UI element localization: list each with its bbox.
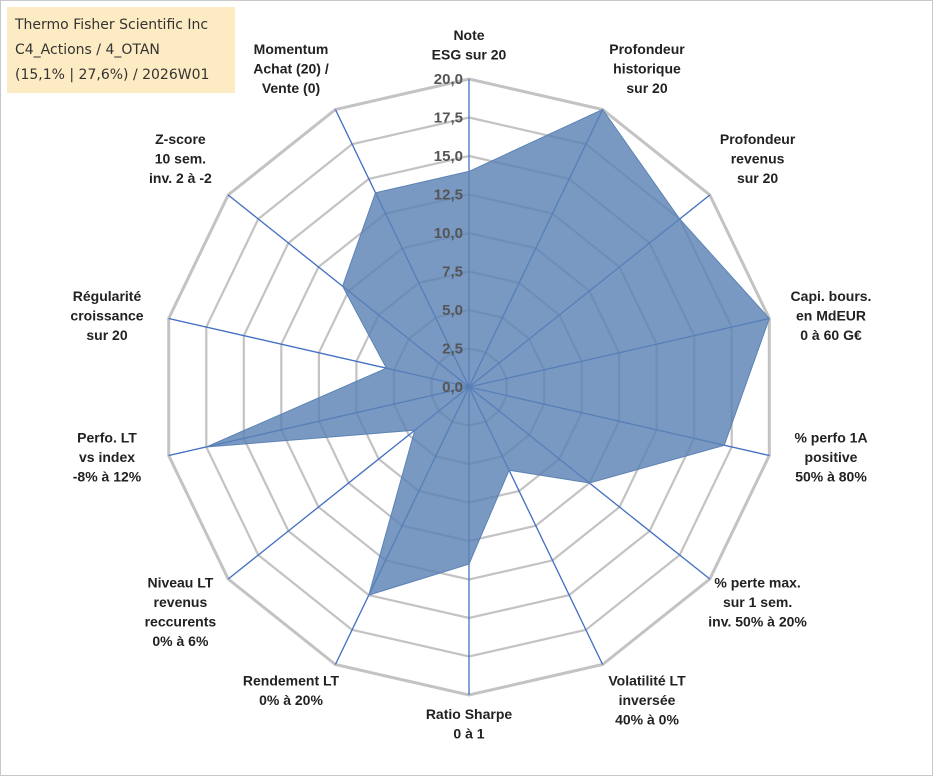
- axis-label-line: inv. 2 à -2: [149, 170, 212, 186]
- axis-label-line: Momentum: [254, 41, 329, 57]
- axis-label-3: Profondeur revenus sur 20: [720, 131, 796, 186]
- axis-label-8: Ratio Sharpe 0 à 1: [426, 706, 513, 742]
- axis-label-line: Ratio Sharpe: [426, 706, 513, 722]
- axis-label-line: vs index: [79, 449, 135, 465]
- tick-label: 0,0: [442, 379, 463, 396]
- axis-label-line: Niveau LT: [147, 574, 213, 590]
- title-company: Thermo Fisher Scientific Inc: [15, 17, 209, 33]
- axis-label-10: Niveau LT revenus reccurents 0% à 6%: [145, 574, 217, 649]
- title-stats: (15,1% | 27,6%) / 2026W01: [15, 67, 210, 83]
- tick-label: 7,5: [442, 264, 463, 281]
- axis-label-2: Profondeur historique sur 20: [609, 41, 685, 96]
- axis-label-line: Z-score: [155, 131, 206, 147]
- axis-label-line: 40% à 0%: [615, 712, 679, 728]
- tick-label: 2,5: [442, 341, 463, 358]
- radial-tick-labels: 0,0 2,5 5,0 7,5 10,0 12,5 15,0 17,5 20,0: [434, 71, 463, 396]
- axis-label-line: 10 sem.: [155, 151, 206, 167]
- axis-label-line: reccurents: [145, 613, 217, 629]
- axis-label-9: Rendement LT 0% à 20%: [243, 673, 340, 709]
- axis-label-5: % perfo 1A positive 50% à 80%: [794, 430, 867, 485]
- axis-label-line: croissance: [70, 308, 143, 324]
- axis-label-line: % perfo 1A: [794, 430, 867, 446]
- axis-label-line: en MdEUR: [796, 308, 866, 324]
- axis-label-line: Perfo. LT: [77, 430, 137, 446]
- axis-label-14: Momentum Achat (20) / Vente (0): [253, 41, 329, 96]
- axis-label-line: 0 à 60 G€: [800, 327, 862, 343]
- tick-label: 20,0: [434, 71, 463, 88]
- axis-label-1: Note ESG sur 20: [432, 27, 507, 63]
- axis-label-line: -8% à 12%: [73, 469, 142, 485]
- axis-label-line: 0% à 6%: [152, 633, 209, 649]
- axis-label-line: Régularité: [73, 288, 142, 304]
- title-category: C4_Actions / 4_OTAN: [15, 42, 160, 58]
- tick-label: 10,0: [434, 225, 463, 242]
- axis-label-line: 0 à 1: [453, 726, 484, 742]
- axis-label-line: Note: [453, 27, 484, 43]
- axis-label-line: % perte max.: [714, 574, 800, 590]
- axis-label-line: Rendement LT: [243, 673, 340, 689]
- axis-label-line: 50% à 80%: [795, 469, 867, 485]
- axis-label-line: ESG sur 20: [432, 47, 507, 63]
- axis-label-line: Profondeur: [720, 131, 796, 147]
- axis-label-13: Z-score 10 sem. inv. 2 à -2: [149, 131, 212, 186]
- axis-label-12: Régularité croissance sur 20: [70, 288, 143, 343]
- tick-label: 15,0: [434, 148, 463, 165]
- axis-label-11: Perfo. LT vs index -8% à 12%: [73, 430, 142, 485]
- axis-label-line: Capi. bours.: [791, 288, 872, 304]
- axis-label-line: historique: [613, 61, 681, 77]
- tick-label: 12,5: [434, 187, 463, 204]
- axis-label-4: Capi. bours. en MdEUR 0 à 60 G€: [791, 288, 872, 343]
- axis-label-line: sur 20: [737, 170, 778, 186]
- axis-label-line: inversée: [619, 692, 676, 708]
- axis-label-7: Volatilité LT inversée 40% à 0%: [608, 673, 686, 728]
- axis-labels: Note ESG sur 20 Profondeur historique sur 20…: [70, 27, 871, 742]
- axis-label-line: inv. 50% à 20%: [708, 613, 807, 629]
- tick-label: 5,0: [442, 302, 463, 319]
- axis-label-6: % perte max. sur 1 sem. inv. 50% à 20%: [708, 574, 807, 629]
- tick-label: 17,5: [434, 110, 463, 127]
- axis-label-line: Volatilité LT: [608, 673, 686, 689]
- title-box: Thermo Fisher Scientific Inc C4_Actions …: [7, 7, 235, 93]
- axis-label-line: Vente (0): [262, 80, 320, 96]
- axis-label-line: 0% à 20%: [259, 692, 323, 708]
- data-series-area: [206, 108, 770, 596]
- axis-label-line: revenus: [154, 594, 208, 610]
- axis-label-line: sur 1 sem.: [723, 594, 792, 610]
- axis-label-line: positive: [805, 449, 858, 465]
- axis-label-line: Profondeur: [609, 41, 685, 57]
- axis-label-line: Achat (20) /: [253, 61, 329, 77]
- axis-label-line: sur 20: [626, 80, 667, 96]
- axis-label-line: sur 20: [86, 327, 127, 343]
- axis-label-line: revenus: [731, 151, 785, 167]
